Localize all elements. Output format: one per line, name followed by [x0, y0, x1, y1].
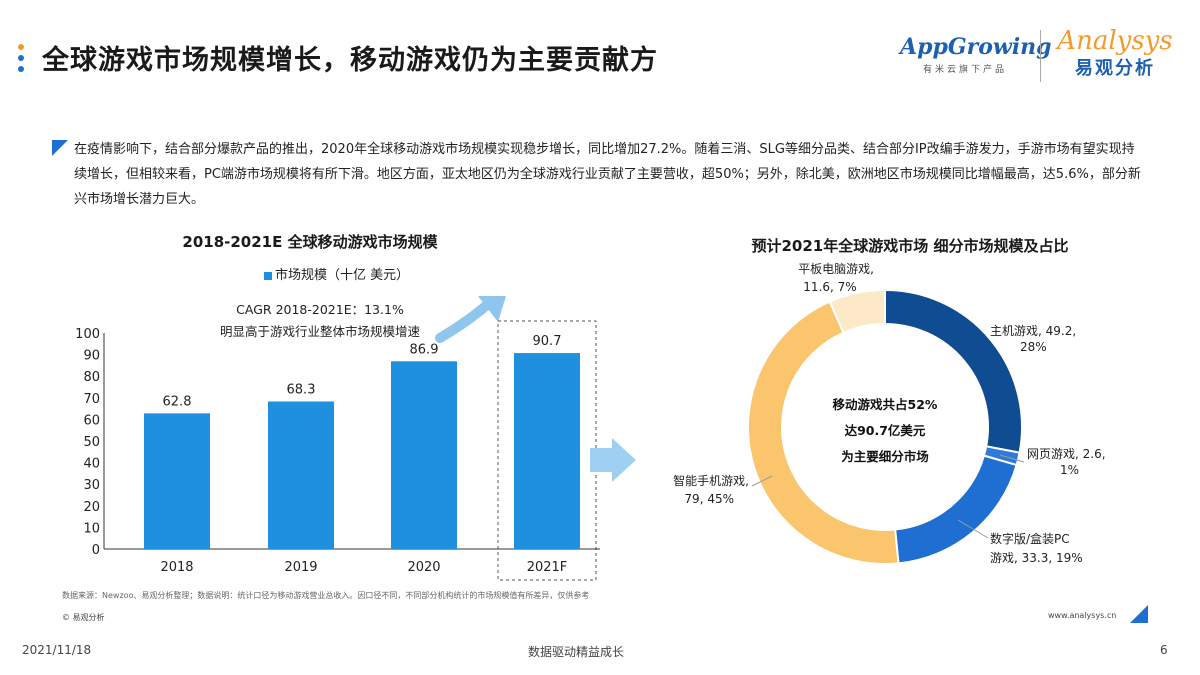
page-number: 6 — [1160, 643, 1168, 657]
logo-divider — [1040, 30, 1041, 82]
y-tick-label: 50 — [83, 435, 100, 450]
y-tick-label: 20 — [83, 500, 100, 515]
legend-label: 市场规模（十亿 美元） — [275, 268, 410, 283]
donut-center-line-3: 为主要细分市场 — [841, 449, 929, 464]
growth-arrow-head-icon — [478, 296, 506, 322]
appgrowing-logo: AppGrowing 有米云旗下产品 — [900, 34, 1052, 75]
bar-chart-title: 2018-2021E 全球移动游戏市场规模 — [182, 233, 438, 251]
analysys-logo-sub: 易观分析 — [1075, 58, 1155, 79]
bar-2021F — [514, 353, 580, 549]
y-tick-label: 0 — [92, 543, 100, 558]
slice-label-mobile-1: 智能手机游戏, — [673, 473, 749, 488]
slice-label-digitalpc-1: 数字版/盒装PC — [990, 531, 1070, 546]
y-tick-label: 90 — [83, 349, 100, 364]
cagr-line-1: CAGR 2018-2021E：13.1% — [236, 302, 404, 317]
bar-chart-legend: 市场规模（十亿 美元） — [264, 264, 409, 283]
y-tick-label: 60 — [83, 413, 100, 428]
transition-arrow-icon — [590, 438, 636, 482]
x-tick-label: 2018 — [160, 560, 193, 575]
donut-chart-title: 预计2021年全球游戏市场 细分市场规模及占比 — [751, 237, 1069, 255]
data-source-note: 数据来源：Newzoo、易观分析整理；数据说明：统计口径为移动游戏营业总收入。因… — [62, 591, 590, 600]
y-tick-label: 80 — [83, 370, 100, 385]
slice-label-web-1: 网页游戏, 2.6, — [1027, 447, 1106, 461]
slice-label-tablet-1: 平板电脑游戏, — [798, 262, 874, 276]
bar-value-label: 68.3 — [287, 382, 316, 397]
donut-slice-tablet — [828, 288, 886, 335]
summary-flag-icon — [52, 140, 68, 156]
bar-value-label: 90.7 — [533, 334, 562, 349]
highlight-box — [497, 320, 597, 581]
slice-label-web-2: 1% — [1060, 463, 1079, 477]
slice-label-console-2: 28% — [1020, 340, 1047, 354]
appgrowing-logo-sub: 有米云旗下产品 — [922, 65, 1007, 75]
donut-slice-digital_pc — [894, 454, 1018, 565]
legend-swatch — [264, 271, 272, 280]
donut-slice-mobile — [747, 300, 900, 565]
slice-label-tablet-2: 11.6, 7% — [803, 280, 856, 294]
slice-label-console-1: 主机游戏, 49.2, — [990, 324, 1076, 338]
leader-line — [957, 519, 989, 539]
y-tick-label: 40 — [83, 457, 100, 472]
y-tick-label: 100 — [75, 327, 100, 342]
bar-value-label: 86.9 — [410, 342, 439, 357]
donut-center-line-2: 达90.7亿美元 — [845, 423, 926, 438]
title-bullet-dots — [18, 44, 26, 77]
page-title: 全球游戏市场规模增长，移动游戏仍为主要贡献方 — [42, 45, 658, 76]
footer-slogan: 数据驱动精益成长 — [528, 645, 625, 659]
cagr-annotation: CAGR 2018-2021E：13.1% 明显高于游戏行业整体市场规模增速 — [190, 299, 450, 343]
growth-arrow-icon — [435, 299, 493, 343]
summary-text: 在疫情影响下，结合部分爆款产品的推出，2020年全球移动游戏市场规模实现稳步增长… — [74, 142, 1141, 207]
y-tick-label: 10 — [83, 521, 100, 536]
x-tick-label: 2020 — [407, 560, 440, 575]
bar-value-label: 62.8 — [163, 394, 192, 409]
analysys-logo-name: Analysys — [1057, 26, 1173, 56]
y-tick-label: 70 — [83, 392, 100, 407]
y-tick-label: 30 — [83, 478, 100, 493]
website-link[interactable]: www.analysys.cn — [1048, 611, 1117, 620]
leader-line — [999, 454, 1025, 463]
bar-2018 — [144, 413, 210, 549]
corner-flag-icon — [1130, 605, 1148, 623]
donut-center-line-1: 移动游戏共占52% — [833, 397, 938, 412]
x-tick-label: 2019 — [284, 560, 317, 575]
copyright: © 易观分析 — [62, 613, 105, 622]
appgrowing-logo-name: AppGrowing — [900, 34, 1052, 60]
slice-label-mobile-2: 79, 45% — [684, 492, 734, 506]
x-tick-label: 2021F — [527, 560, 568, 575]
footer-date: 2021/11/18 — [22, 643, 92, 657]
analysys-logo: Analysys 易观分析 — [1050, 26, 1180, 80]
bar-2020 — [391, 361, 457, 549]
cagr-line-2: 明显高于游戏行业整体市场规模增速 — [219, 324, 420, 339]
leader-line — [751, 475, 773, 487]
bar-2019 — [268, 401, 334, 549]
slice-label-digitalpc-2: 游戏, 33.3, 19% — [990, 551, 1083, 565]
